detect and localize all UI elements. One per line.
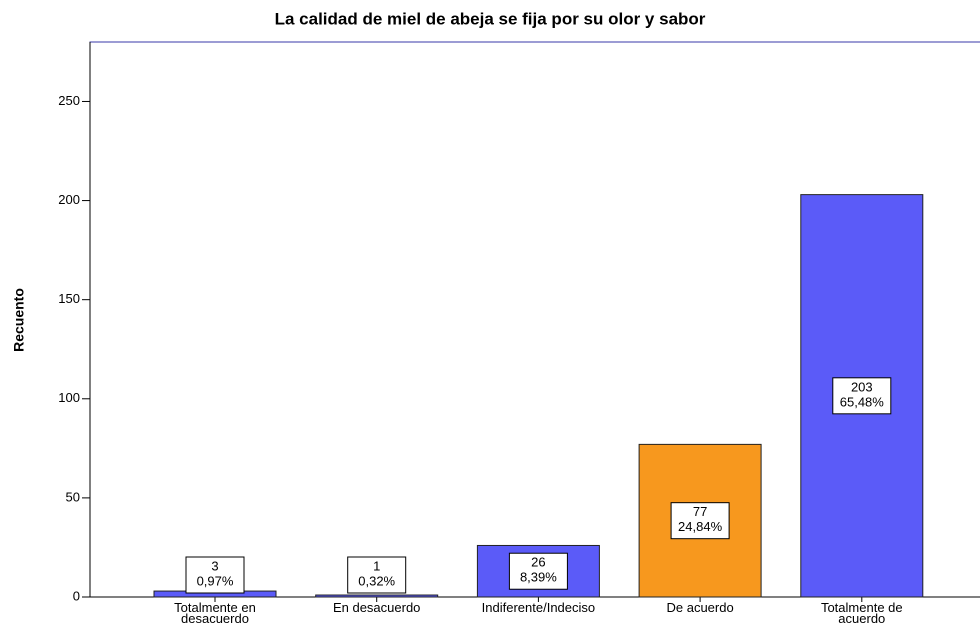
y-tick-label: 100 bbox=[58, 390, 80, 405]
x-tick-label: Totalmente en desacuerdo bbox=[174, 600, 256, 626]
data-label-count: 203 bbox=[851, 379, 873, 394]
data-label-box bbox=[347, 556, 407, 594]
data-label-box bbox=[185, 556, 245, 594]
data-label-count: 77 bbox=[693, 504, 707, 519]
y-tick-label: 250 bbox=[58, 93, 80, 108]
data-label-box bbox=[832, 377, 892, 415]
x-tick-label: De acuerdo bbox=[666, 600, 734, 615]
data-label-box bbox=[508, 552, 568, 590]
data-label-percent: 65,48% bbox=[840, 394, 885, 409]
data-label-percent: 24,84% bbox=[678, 519, 723, 534]
data-label-percent: 0,32% bbox=[358, 573, 395, 588]
data-label-box bbox=[670, 502, 730, 540]
chart-title: La calidad de miel de abeja se fija por … bbox=[275, 9, 706, 28]
y-tick-label: 150 bbox=[58, 291, 80, 306]
bar bbox=[315, 594, 439, 598]
y-axis-label: Recuento bbox=[11, 288, 27, 352]
data-label-count: 1 bbox=[373, 558, 380, 573]
data-label-percent: 8,39% bbox=[520, 570, 557, 585]
y-tick-label: 200 bbox=[58, 192, 80, 207]
data-label-count: 26 bbox=[531, 555, 545, 570]
x-tick-label: Totalmente de acuerdo bbox=[820, 600, 903, 626]
y-tick-label: 50 bbox=[66, 489, 80, 504]
data-label-count: 3 bbox=[211, 558, 218, 573]
x-tick-label: En desacuerdo bbox=[332, 600, 421, 615]
x-tick-label: Indiferente/Indeciso bbox=[481, 600, 596, 615]
y-tick-label: 0 bbox=[73, 588, 80, 603]
data-label-percent: 0,97% bbox=[197, 573, 234, 588]
